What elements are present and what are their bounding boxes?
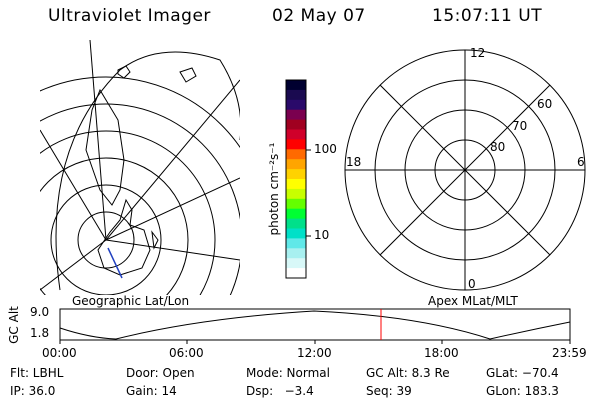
apex-label: Apex MLat/MLT — [428, 294, 518, 308]
colorbar-segment — [286, 198, 306, 210]
timeline-xtick-4: 23:59 — [552, 346, 587, 360]
status-glat: GLat: −70.4 — [486, 366, 559, 380]
colorbar-segment — [286, 159, 306, 170]
colorbar-segment — [286, 179, 306, 190]
geographic-label: Geographic Lat/Lon — [72, 294, 190, 308]
colorbar-segment — [286, 258, 306, 269]
mlat-label-70: 70 — [512, 119, 528, 133]
colorbar-segment — [286, 149, 306, 160]
mlt-label-right: 6 — [577, 155, 585, 169]
colorbar-segment — [286, 268, 306, 279]
colorbar — [286, 80, 306, 279]
satellite-track — [107, 247, 123, 279]
colorbar-segment — [286, 119, 306, 130]
status-gain: Gain: 14 — [126, 384, 177, 398]
status-dsp: Dsp: −3.4 — [246, 384, 314, 398]
colorbar-unit-label: photon cm⁻²s⁻¹ — [267, 142, 281, 236]
timeline-xtick-1: 06:00 — [169, 346, 204, 360]
status-ip: IP: 36.0 — [10, 384, 56, 398]
status-gc-alt: GC Alt: 8.3 Re — [366, 366, 450, 380]
colorbar-segment — [286, 218, 306, 229]
timeline-ytick-low: 1.8 — [30, 326, 50, 340]
geographic-map — [40, 40, 240, 295]
colorbar-segment — [286, 238, 306, 249]
colorbar-segment — [286, 99, 306, 111]
status-flt: Flt: LBHL — [10, 366, 64, 380]
status-seq: Seq: 39 — [366, 384, 412, 398]
instrument-title: Ultraviolet Imager — [48, 6, 211, 26]
colorbar-tick-100: 100 — [314, 142, 337, 156]
polar-plot — [344, 49, 586, 291]
mlt-label-top: 12 — [470, 46, 486, 60]
colorbar-segment — [286, 109, 306, 121]
colorbar-segment — [286, 80, 306, 91]
colorbar-segment — [286, 248, 306, 259]
timeline-xtick-0: 00:00 — [42, 346, 77, 360]
time-label: 15:07:11 UT — [432, 6, 543, 26]
timeline-ylabel: GC Alt — [7, 306, 21, 344]
date-label: 02 May 07 — [272, 6, 366, 26]
colorbar-segment — [286, 169, 306, 180]
status-glon: GLon: 183.3 — [486, 384, 559, 398]
colorbar-segment — [286, 228, 306, 239]
colorbar-segment — [286, 139, 306, 150]
colorbar-segment — [286, 89, 306, 101]
colorbar-segment — [286, 208, 306, 220]
timeline-xtick-2: 12:00 — [297, 346, 332, 360]
mlat-label-60: 60 — [537, 97, 553, 111]
colorbar-tick-10: 10 — [314, 228, 330, 242]
timeline-ytick-high: 9.0 — [30, 305, 50, 319]
mlt-label-left: 18 — [346, 155, 362, 169]
mlt-label-bottom: 0 — [468, 277, 476, 291]
mlat-label-80: 80 — [490, 140, 506, 154]
colorbar-segment — [286, 188, 306, 200]
timeline-xtick-3: 18:00 — [424, 346, 459, 360]
status-mode: Mode: Normal — [246, 366, 330, 380]
timeline-plot — [59, 308, 571, 344]
colorbar-segment — [286, 129, 306, 140]
status-door: Door: Open — [126, 366, 195, 380]
